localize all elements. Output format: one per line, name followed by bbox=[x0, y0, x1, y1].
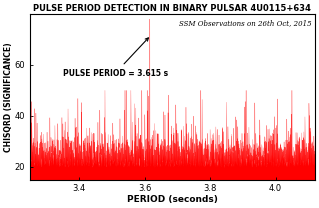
Y-axis label: CHISQRD (SIGNIFICANCE): CHISQRD (SIGNIFICANCE) bbox=[4, 42, 13, 152]
Title: PULSE PERIOD DETECTION IN BINARY PULSAR 4U0115+634: PULSE PERIOD DETECTION IN BINARY PULSAR … bbox=[33, 4, 311, 13]
Text: PULSE PERIOD = 3.615 s: PULSE PERIOD = 3.615 s bbox=[63, 38, 168, 78]
X-axis label: PERIOD (seconds): PERIOD (seconds) bbox=[127, 195, 218, 204]
Text: SSM Observations on 26th Oct, 2015: SSM Observations on 26th Oct, 2015 bbox=[179, 19, 312, 27]
